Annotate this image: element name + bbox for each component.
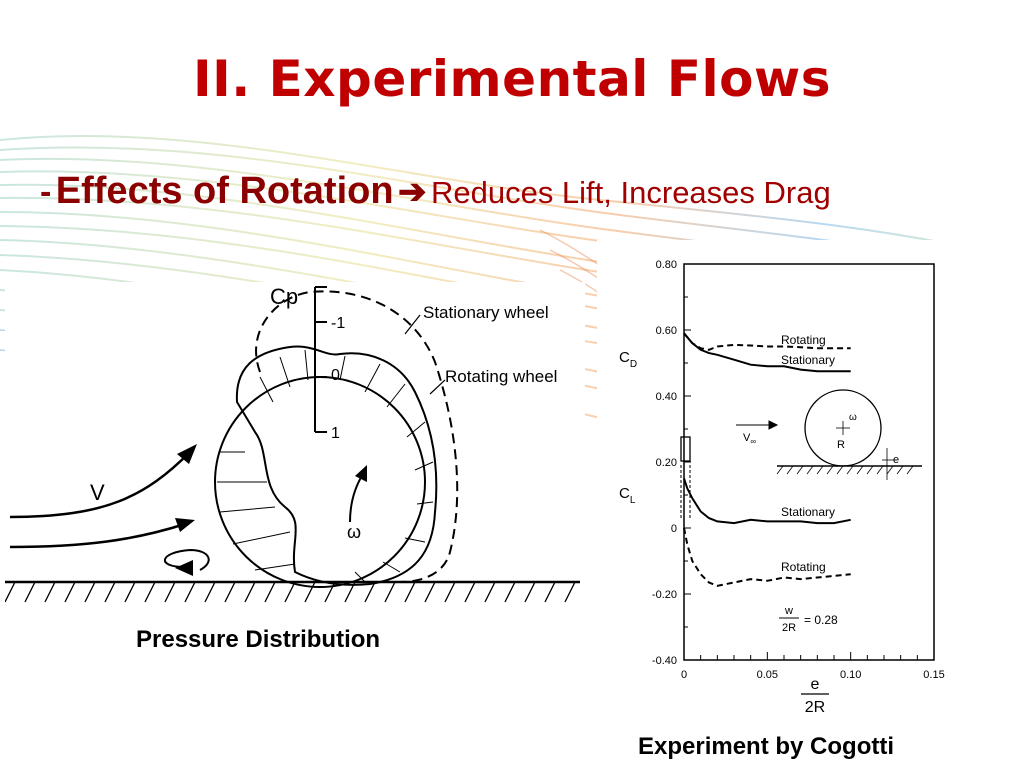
- cogotti-caption: Experiment by Cogotti: [638, 733, 895, 760]
- ground-clearance-marker: [680, 436, 691, 462]
- cl-stationary-label: Stationary: [781, 505, 835, 519]
- bullet-main-text: Effects of Rotation: [55, 170, 394, 212]
- cd-sub: D: [630, 359, 637, 370]
- cd-rotating-line: [683, 332, 851, 351]
- cp-tick-1: 1: [331, 425, 340, 442]
- y-tick-label: 0.80: [656, 259, 677, 271]
- cd-stationary-line: [683, 332, 851, 373]
- cl-sub: L: [630, 495, 636, 506]
- cd-rotating-label: Rotating: [781, 333, 826, 347]
- rotating-wheel-label: Rotating wheel: [445, 367, 557, 386]
- stationary-wheel-label: Stationary wheel: [423, 303, 549, 322]
- pressure-diagram-svg: Cp -1 0 1 Stationary wheel Rotating whee…: [4, 284, 580, 603]
- w-num: w: [784, 605, 793, 617]
- xlabel-den: 2R: [805, 699, 825, 716]
- bullet-dash: -: [40, 173, 52, 211]
- omega-label: ω: [347, 522, 361, 542]
- stationary-wheel-curve: [255, 290, 459, 583]
- svg-text:CD: CD: [619, 349, 637, 370]
- y-tick-label: 0.40: [656, 391, 677, 403]
- y-tick-label: 0.20: [656, 457, 677, 469]
- cp-label: Cp: [270, 284, 298, 309]
- cogotti-plot-figure: 0.80 0.60 0.40 0.20 0 -0.20 -0.40 0 0.05 0.10 0.1…: [597, 240, 1024, 728]
- cogotti-plot-svg: 0.80 0.60 0.40 0.20 0 -0.20 -0.40 0 0.05 0.10 0.1…: [619, 259, 945, 716]
- cd-label: C: [619, 349, 630, 366]
- pressure-distribution-caption: Pressure Distribution: [136, 626, 381, 653]
- y-tick-label: 0: [671, 523, 677, 535]
- cl-label: C: [619, 485, 630, 502]
- inset-omega-label: ω: [849, 412, 857, 423]
- inset-schematic: [736, 389, 922, 480]
- pressure-distribution-figure: Cp -1 0 1 Stationary wheel Rotating whee…: [4, 282, 585, 617]
- cp-tick-0: 0: [331, 367, 340, 384]
- svg-text:CL: CL: [619, 485, 636, 506]
- xlabel-num: e: [811, 676, 820, 693]
- x-tick-label: 0.05: [757, 669, 778, 681]
- velocity-label: V: [90, 480, 105, 505]
- w-value: = 0.28: [804, 613, 838, 627]
- slide-title: II. Experimental Flows: [193, 50, 831, 108]
- bullet-sub-text: Reduces Lift, Increases Drag: [430, 175, 831, 210]
- inset-v-label: V∞: [743, 432, 756, 446]
- cl-rotating-line: [683, 527, 851, 587]
- x-tick-label: 0.10: [840, 669, 861, 681]
- y-tick-label: 0.60: [656, 325, 677, 337]
- bullet-line: - Effects of Rotation ➔ Reduces Lift, In…: [40, 170, 831, 213]
- cp-tick-neg1: -1: [331, 315, 345, 332]
- cl-stationary-line: [683, 478, 851, 525]
- arrow-right-icon: ➔: [398, 173, 427, 211]
- inset-r-label: R: [837, 439, 845, 451]
- inset-e-label: e: [893, 454, 899, 466]
- w-den: 2R: [782, 622, 796, 634]
- x-tick-label: 0: [681, 669, 687, 681]
- y-tick-label: -0.40: [652, 655, 677, 667]
- rotating-wheel-curve: [235, 345, 438, 586]
- cd-stationary-label: Stationary: [781, 353, 835, 367]
- cl-rotating-label: Rotating: [781, 560, 826, 574]
- y-tick-label: -0.20: [652, 589, 677, 601]
- pressure-arrows: [217, 349, 434, 583]
- x-tick-label: 0.15: [923, 669, 944, 681]
- ground-hatch: [4, 581, 576, 603]
